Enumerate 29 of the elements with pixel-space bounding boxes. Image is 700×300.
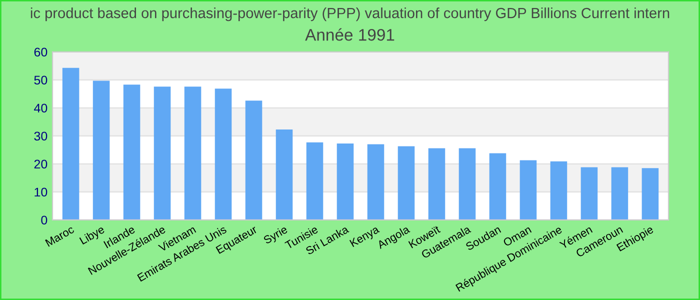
y-tick-label: 0 bbox=[41, 216, 48, 225]
y-tick-label: 10 bbox=[34, 188, 48, 197]
bar bbox=[62, 68, 80, 220]
y-tick-label: 30 bbox=[34, 132, 48, 141]
bar bbox=[154, 86, 171, 220]
y-tick-label: 20 bbox=[34, 160, 48, 169]
bar bbox=[520, 160, 537, 220]
bar bbox=[611, 167, 628, 220]
bar bbox=[245, 100, 262, 220]
chart-subtitle: Année 1991 bbox=[305, 28, 394, 41]
bar bbox=[306, 142, 324, 220]
bar bbox=[214, 88, 232, 220]
chart-title: ic product based on purchasing-power-parity (PPP) valuation of country GDP Billions Current intern bbox=[30, 8, 670, 22]
bar bbox=[428, 148, 446, 220]
bar bbox=[336, 143, 354, 220]
y-tick-label: 60 bbox=[34, 48, 48, 57]
y-tick-label: 50 bbox=[34, 76, 48, 85]
bar bbox=[276, 129, 293, 220]
bar bbox=[458, 148, 476, 220]
bar bbox=[550, 161, 568, 220]
bar bbox=[642, 168, 659, 220]
y-tick-label: 40 bbox=[34, 104, 48, 113]
bar bbox=[367, 144, 384, 220]
bar bbox=[92, 80, 110, 220]
bar bbox=[489, 153, 506, 220]
bar bbox=[580, 167, 598, 220]
bar bbox=[184, 86, 202, 220]
bar bbox=[123, 84, 140, 220]
bar bbox=[398, 146, 415, 220]
